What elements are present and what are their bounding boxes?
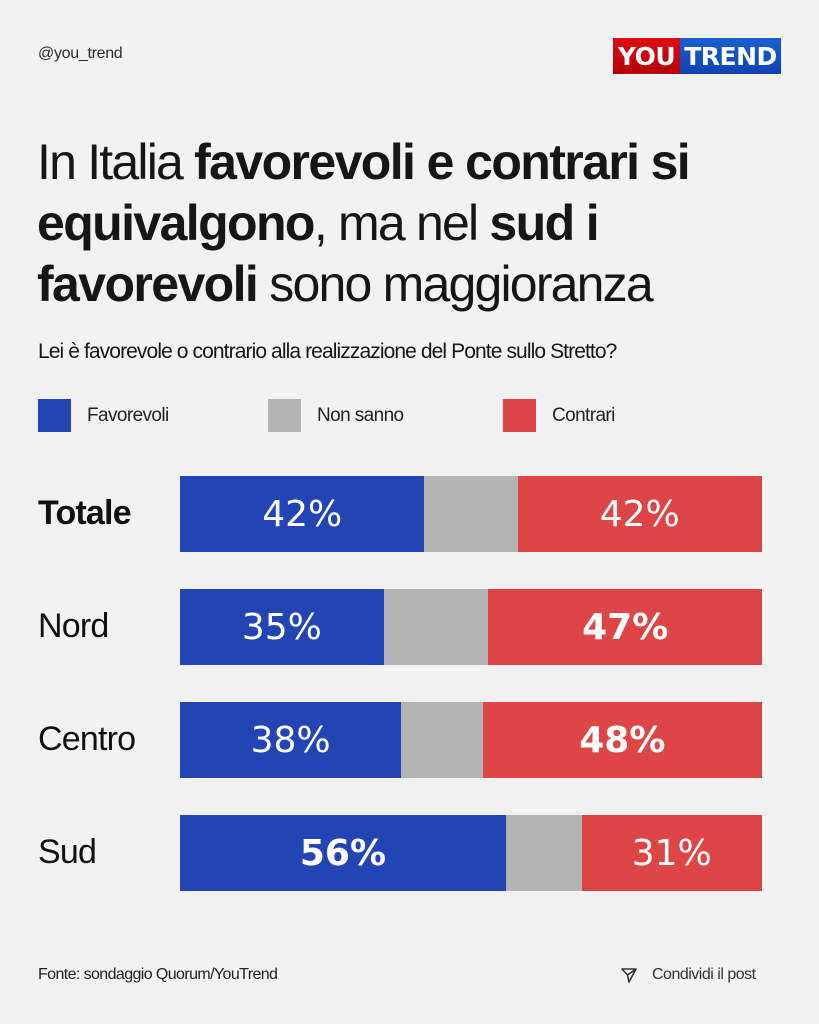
bar-segment-favorevoli: 56%: [180, 815, 506, 891]
bar-row-totale: 42% 42%: [180, 476, 762, 552]
category-label-totale: Totale: [38, 494, 132, 532]
bar-segment-contrari: 47%: [488, 589, 762, 665]
bar-row-centro: 38% 48%: [180, 702, 762, 778]
bar-segment-non-sanno: [401, 702, 483, 778]
chart-title: In Italia favorevoli e contrari si equiv…: [37, 132, 777, 315]
legend-swatch-non-sanno: [268, 399, 301, 432]
bar-row-sud: 56% 31%: [180, 815, 762, 891]
category-label-sud: Sud: [38, 833, 97, 871]
bar-segment-contrari: 31%: [581, 815, 762, 891]
legend-item-non-sanno: Non sanno: [268, 399, 404, 432]
legend-label-non-sanno: Non sanno: [317, 404, 404, 426]
bar-segment-non-sanno: [383, 589, 489, 665]
legend-swatch-favorevoli: [38, 399, 71, 432]
title-segment: , ma nel: [313, 195, 490, 251]
title-segment: In Italia: [37, 134, 195, 190]
legend-swatch-contrari: [503, 399, 536, 432]
title-segment: si equivalgono: [37, 134, 691, 251]
send-icon: [621, 968, 637, 983]
legend-item-contrari: Contrari: [503, 399, 615, 432]
bar-segment-contrari: 42%: [517, 476, 762, 552]
social-handle: @you_trend: [38, 45, 123, 62]
bar-segment-contrari: 48%: [482, 702, 762, 778]
legend-item-favorevoli: Favorevoli: [38, 399, 169, 432]
bar-segment-favorevoli: 42%: [180, 476, 425, 552]
category-label-nord: Nord: [38, 607, 109, 645]
youtrend-logo: YOU TREND: [613, 38, 781, 74]
bar-segment-favorevoli: 35%: [180, 589, 384, 665]
chart-subtitle: Lei è favorevole o contrario alla realiz…: [38, 340, 617, 363]
bar-row-nord: 35% 47%: [180, 589, 762, 665]
legend-label-contrari: Contrari: [552, 404, 615, 426]
bar-segment-non-sanno: [505, 815, 582, 891]
bar-segment-favorevoli: 38%: [180, 702, 402, 778]
title-segment: favorevoli e contrari: [194, 134, 640, 190]
legend-label-favorevoli: Favorevoli: [87, 404, 169, 426]
title-segment: [638, 134, 650, 190]
title-segment: sono maggioranza: [257, 256, 653, 312]
title-segment: favorevoli: [37, 256, 259, 312]
bar-segment-non-sanno: [424, 476, 518, 552]
category-label-centro: Centro: [38, 720, 136, 758]
share-post-button[interactable]: Condividi il post: [620, 966, 756, 984]
logo-part-trend: TREND: [680, 38, 781, 74]
share-post-label: Condividi il post: [652, 966, 756, 983]
title-segment: sud i: [489, 195, 599, 251]
source-note: Fonte: sondaggio Quorum/YouTrend: [38, 966, 278, 983]
logo-part-you: YOU: [613, 38, 680, 74]
